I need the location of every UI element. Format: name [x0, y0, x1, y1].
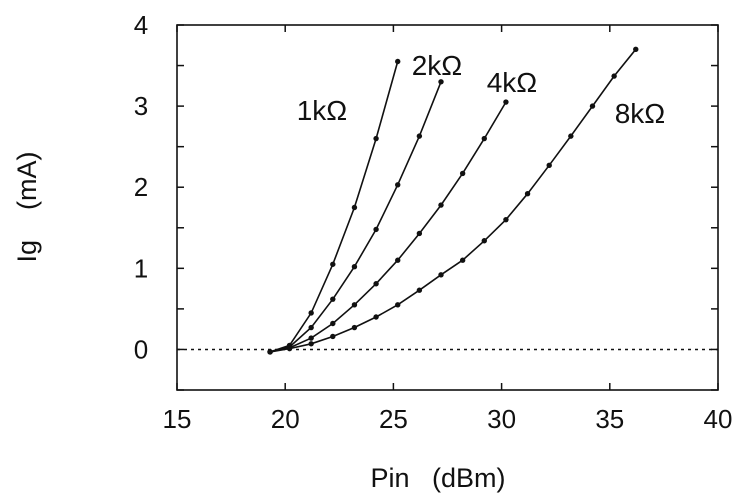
series-label: 4kΩ [487, 67, 538, 98]
data-point [524, 191, 531, 197]
series-labels: 1kΩ 2kΩ 4kΩ 8kΩ [297, 50, 666, 129]
data-point [286, 345, 293, 352]
data-point [373, 226, 379, 233]
x-tick-label: 40 [704, 404, 733, 434]
data-point [308, 341, 314, 347]
data-point [351, 324, 358, 331]
data-point [351, 302, 358, 308]
data-point [330, 296, 336, 302]
data-point [503, 216, 509, 223]
data-point [459, 170, 466, 177]
data-point [503, 99, 509, 105]
x-tick-label: 25 [379, 404, 408, 434]
data-point [416, 230, 423, 237]
data-point [308, 335, 314, 341]
data-point [351, 264, 358, 270]
data-point [438, 202, 444, 208]
data-point [395, 302, 401, 308]
y-tick-label: 2 [134, 172, 148, 202]
x-tick-label: 20 [271, 404, 300, 434]
series-line [269, 101, 507, 353]
data-point [395, 58, 401, 65]
data-point [308, 310, 314, 316]
data-point [459, 257, 466, 263]
data-point [351, 204, 358, 211]
series-label: 8kΩ [615, 98, 666, 129]
data-point [308, 324, 314, 331]
data-point [330, 333, 336, 340]
data-point [267, 349, 273, 355]
data-point [395, 182, 401, 188]
series-line [269, 81, 442, 353]
data-point [373, 281, 379, 287]
series-line [269, 48, 637, 353]
data-point [633, 46, 639, 53]
series-label: 1kΩ [297, 95, 348, 126]
data-point [330, 261, 336, 267]
y-tick-label: 4 [134, 10, 148, 40]
y-tick-label: 0 [134, 334, 148, 364]
y-tick-label: 1 [134, 253, 148, 283]
data-point [438, 79, 444, 85]
y-axis-title: Ig (mA) [12, 151, 42, 262]
data-point [395, 257, 401, 263]
data-point [373, 135, 379, 142]
data-point [589, 103, 596, 109]
data-point [373, 314, 379, 320]
series-label: 2kΩ [412, 50, 463, 81]
x-tick-label: 30 [487, 404, 516, 434]
data-point [611, 73, 617, 79]
x-tick-label: 15 [163, 404, 192, 434]
plot-frame [176, 24, 719, 391]
series-layer [267, 46, 639, 355]
data-point [438, 272, 444, 278]
data-point [416, 133, 423, 139]
y-tick-label: 3 [134, 91, 148, 121]
data-point [568, 133, 574, 139]
data-point [546, 162, 552, 169]
x-axis-title: Pin (dBm) [370, 463, 505, 493]
tick-labels: 15 20 25 30 35 40 0 1 2 3 4 [134, 10, 733, 434]
data-point [330, 320, 336, 327]
x-tick-label: 35 [595, 404, 624, 434]
data-point [416, 287, 423, 293]
data-point [481, 135, 487, 142]
axis-ticks [176, 24, 719, 391]
data-point [481, 238, 487, 244]
